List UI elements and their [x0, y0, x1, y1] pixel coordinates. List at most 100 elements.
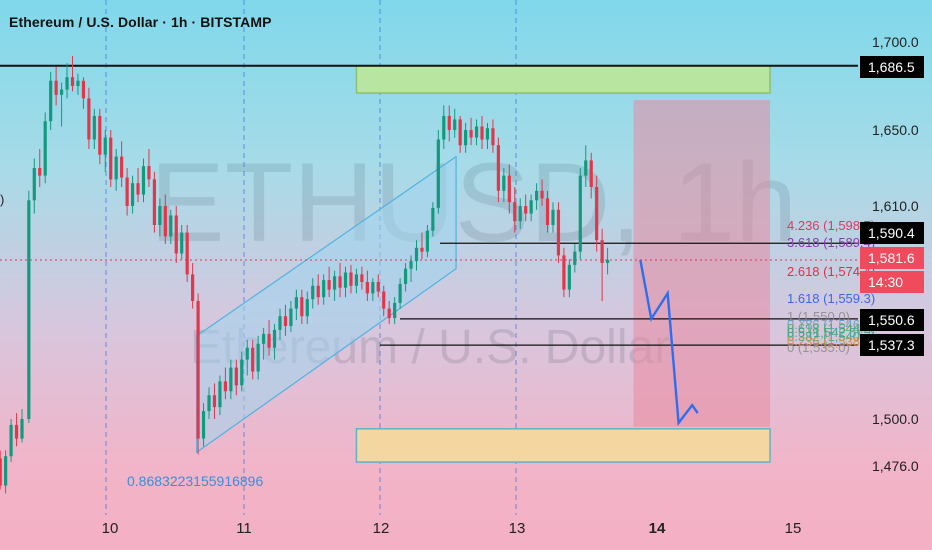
- candle-body: [518, 206, 522, 222]
- candle: [469, 117, 473, 146]
- price-axis-label: 1,550.6: [860, 309, 924, 331]
- candle-body: [300, 297, 304, 317]
- candle-body: [507, 175, 511, 203]
- candle-body: [529, 200, 533, 214]
- candle-body: [524, 206, 528, 214]
- candle: [382, 285, 386, 317]
- fib-level-label: 0.786 (1,546.8): [787, 317, 875, 332]
- candle: [262, 327, 266, 360]
- candle-body: [294, 297, 298, 309]
- candle: [584, 145, 588, 187]
- candle-body: [158, 206, 162, 225]
- candle: [0, 450, 2, 490]
- candle: [502, 168, 506, 203]
- candle: [267, 320, 271, 356]
- candle-body: [98, 115, 102, 155]
- candle: [409, 255, 413, 282]
- candle-body: [442, 115, 446, 140]
- candle: [251, 339, 255, 380]
- candle: [120, 141, 124, 187]
- candle-body: [272, 329, 277, 348]
- candle: [464, 122, 468, 153]
- candle: [212, 383, 217, 419]
- candle: [371, 278, 375, 301]
- candle: [545, 190, 550, 233]
- candle: [163, 194, 167, 244]
- candle-body: [502, 175, 506, 191]
- y-axis-tick-label: 1,610.0: [872, 198, 919, 214]
- candle-body: [201, 411, 206, 439]
- candle-body: [409, 261, 413, 269]
- candle: [322, 274, 326, 305]
- zone-short-target: [633, 100, 771, 427]
- candle-body: [343, 272, 348, 288]
- candle: [540, 179, 544, 206]
- candle: [283, 304, 288, 336]
- candle-body: [223, 381, 227, 392]
- price-axis-label: 1,590.4: [860, 222, 924, 244]
- fib-level-label: 0.382 (1,540.7): [787, 329, 875, 344]
- candle: [376, 274, 380, 298]
- candle: [393, 297, 397, 324]
- fib-level-label: 3.618 (1,589.4): [787, 235, 875, 250]
- candle: [300, 289, 304, 324]
- candle: [605, 247, 610, 275]
- candle: [556, 202, 561, 263]
- price-axis-label-text: 1,590.4: [868, 225, 915, 241]
- price-axis-label-text: 1,581.6: [868, 250, 915, 266]
- candle: [414, 240, 419, 271]
- candle-body: [589, 160, 593, 187]
- fib-level-label: 4.236 (1,598.7): [787, 218, 875, 233]
- y-axis-tick-label: 1,476.0: [872, 458, 919, 474]
- candle: [600, 228, 604, 301]
- candle-body: [595, 187, 599, 241]
- candle: [327, 266, 331, 298]
- candle: [191, 263, 195, 309]
- candle-body: [114, 156, 118, 180]
- candle: [9, 419, 13, 463]
- candle: [349, 264, 353, 294]
- candle-body: [382, 291, 386, 309]
- candle: [474, 119, 479, 146]
- x-axis-tick-label: 11: [236, 520, 252, 537]
- fib-level-label: 0.618 (1,544.3): [787, 321, 875, 336]
- candle: [201, 403, 206, 447]
- fib-level-label: 0 (1,535.0): [787, 340, 850, 355]
- candle-body: [136, 183, 140, 195]
- candle: [70, 56, 75, 92]
- candle-body: [551, 209, 555, 225]
- candle-body: [141, 166, 146, 195]
- chart-title: Ethereum / U.S. Dollar · 1h · BITSTAMP: [9, 14, 272, 30]
- candle-body: [207, 395, 211, 412]
- candle: [354, 268, 359, 294]
- price-axis-label-text: 14:30: [868, 274, 903, 290]
- candle: [332, 270, 337, 301]
- candle: [38, 149, 42, 187]
- candle: [453, 108, 457, 138]
- candle: [256, 335, 260, 380]
- candle-body: [535, 190, 539, 201]
- candle-body: [191, 274, 195, 301]
- candle-body: [81, 80, 86, 99]
- candle-body: [92, 115, 96, 140]
- candle: [507, 164, 511, 214]
- candle-body: [229, 367, 233, 392]
- candle: [524, 194, 528, 222]
- candle-body: [185, 232, 189, 275]
- candle: [32, 158, 36, 214]
- candle: [513, 187, 517, 233]
- candle-body: [567, 264, 571, 290]
- candle: [578, 168, 582, 260]
- candle: [289, 301, 293, 332]
- candle: [207, 387, 211, 419]
- candle: [387, 301, 391, 324]
- candle-body: [9, 424, 13, 457]
- candle-body: [480, 126, 484, 140]
- left-edge-text: ): [0, 192, 4, 207]
- candle-body: [420, 247, 424, 252]
- y-axis-tick-label: 1,700.0: [872, 34, 919, 50]
- candle-body: [562, 255, 566, 290]
- candle: [92, 108, 96, 149]
